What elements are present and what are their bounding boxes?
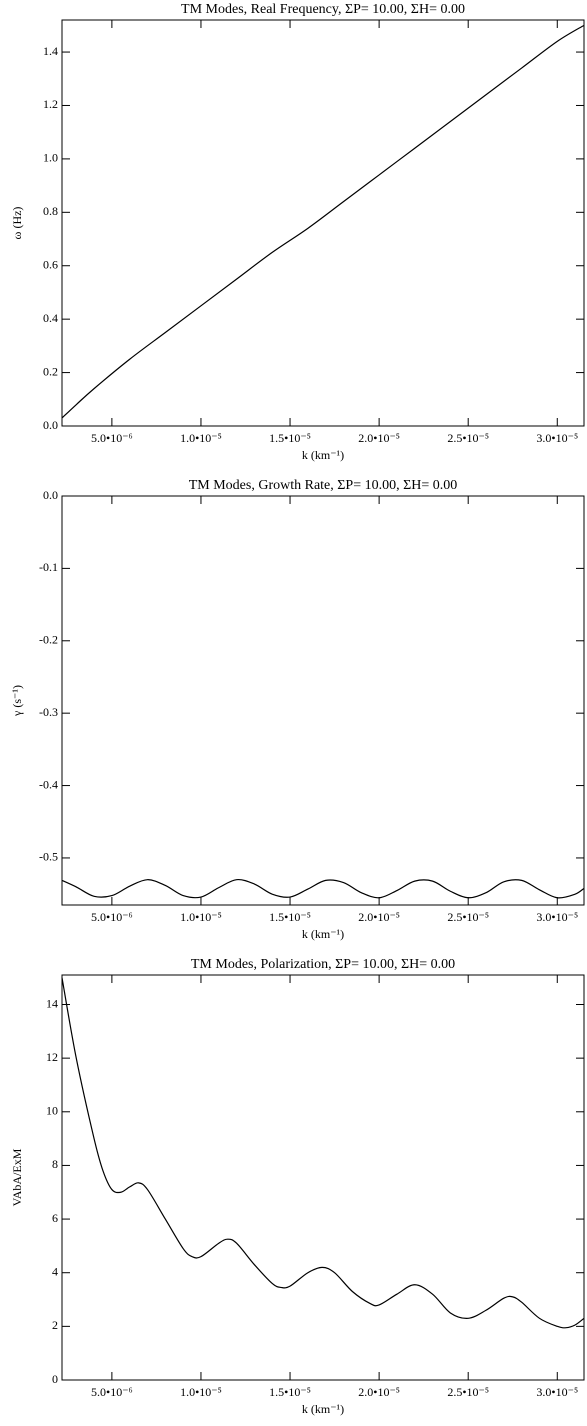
x-tick-label: 1.5•10⁻⁵: [269, 431, 311, 445]
y-tick-label: -0.1: [39, 560, 58, 574]
x-axis-label: k (km⁻¹): [302, 1402, 344, 1416]
x-tick-label: 1.5•10⁻⁵: [269, 1385, 311, 1399]
y-tick-label: -0.3: [39, 705, 58, 719]
x-tick-label: 2.0•10⁻⁵: [358, 431, 400, 445]
y-tick-label: 0.0: [43, 418, 58, 432]
x-tick-label: 2.0•10⁻⁵: [358, 910, 400, 924]
y-tick-label: 1.2: [43, 97, 58, 111]
x-tick-label: 1.0•10⁻⁵: [180, 910, 222, 924]
y-tick-label: 1.4: [43, 44, 58, 58]
x-tick-label: 3.0•10⁻⁵: [536, 910, 578, 924]
x-axis-label: k (km⁻¹): [302, 927, 344, 941]
y-tick-label: 8: [52, 1157, 58, 1171]
y-tick-label: 0.8: [43, 204, 58, 218]
plot-frame: [61, 495, 585, 906]
y-axis-label: VAbA/ExM: [10, 1148, 24, 1206]
y-tick-label: 10: [46, 1104, 58, 1118]
data-line: [61, 24, 585, 419]
chart-title: TM Modes, Real Frequency, ΣP= 10.00, ΣH=…: [181, 2, 465, 17]
x-tick-label: 5.0•10⁻⁶: [91, 910, 133, 924]
data-line: [61, 878, 585, 899]
y-tick-label: 14: [46, 996, 58, 1010]
x-tick-label: 1.5•10⁻⁵: [269, 910, 311, 924]
chart-title: TM Modes, Polarization, ΣP= 10.00, ΣH= 0…: [191, 957, 455, 972]
y-tick-label: 0.2: [43, 364, 58, 378]
y-tick-label: 0.0: [43, 488, 58, 502]
x-tick-label: 1.0•10⁻⁵: [180, 431, 222, 445]
x-tick-label: 5.0•10⁻⁶: [91, 1385, 133, 1399]
y-axis-label: γ (s⁻¹): [10, 685, 24, 717]
y-tick-label: 12: [46, 1050, 58, 1064]
x-tick-label: 2.5•10⁻⁵: [447, 431, 489, 445]
y-tick-label: 0.6: [43, 257, 58, 271]
data-line: [61, 977, 585, 1329]
x-tick-label: 2.5•10⁻⁵: [447, 1385, 489, 1399]
y-axis-label: ω (Hz): [10, 207, 24, 240]
y-tick-label: 1.0: [43, 151, 58, 165]
y-tick-label: -0.5: [39, 850, 58, 864]
y-tick-label: -0.4: [39, 777, 58, 791]
x-tick-label: 1.0•10⁻⁵: [180, 1385, 222, 1399]
plot-frame: [61, 19, 585, 427]
y-tick-label: 4: [52, 1264, 58, 1278]
x-tick-label: 5.0•10⁻⁶: [91, 431, 133, 445]
y-tick-label: -0.2: [39, 633, 58, 647]
x-tick-label: 3.0•10⁻⁵: [536, 1385, 578, 1399]
chart-title: TM Modes, Growth Rate, ΣP= 10.00, ΣH= 0.…: [189, 478, 458, 493]
x-axis-label: k (km⁻¹): [302, 448, 344, 462]
y-tick-label: 6: [52, 1211, 58, 1225]
x-tick-label: 3.0•10⁻⁵: [536, 431, 578, 445]
y-tick-label: 2: [52, 1318, 58, 1332]
x-tick-label: 2.5•10⁻⁵: [447, 910, 489, 924]
plot-frame: [61, 974, 585, 1381]
y-tick-label: 0: [52, 1372, 58, 1386]
y-tick-label: 0.4: [43, 311, 58, 325]
x-tick-label: 2.0•10⁻⁵: [358, 1385, 400, 1399]
